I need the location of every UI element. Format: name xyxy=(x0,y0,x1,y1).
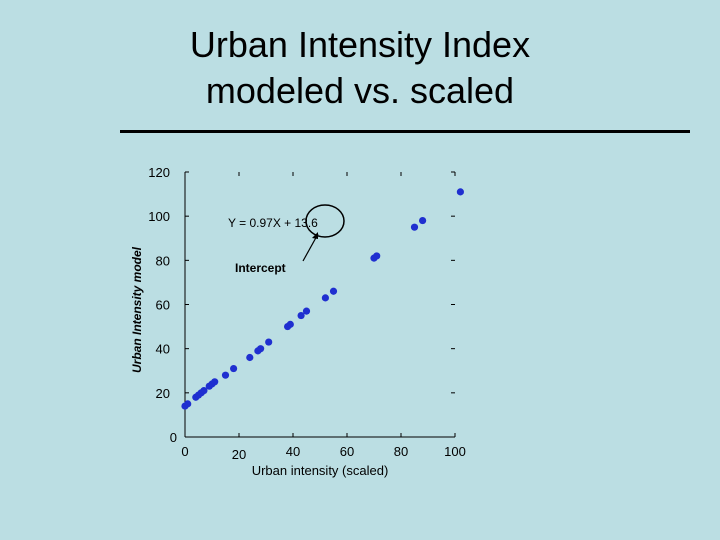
x-axis-label: Urban intensity (scaled) xyxy=(252,463,389,478)
data-point xyxy=(419,216,427,225)
chart-points xyxy=(181,188,464,410)
data-point xyxy=(329,287,338,295)
x-tick-label: 0 xyxy=(181,444,188,459)
intercept-arrowhead xyxy=(312,232,318,239)
data-point xyxy=(456,188,464,196)
x-tick-label: 40 xyxy=(286,444,300,459)
data-point xyxy=(211,378,219,386)
title-underline xyxy=(120,130,690,133)
y-tick-label: 120 xyxy=(148,165,170,180)
y-tick-label: 0 xyxy=(170,430,177,445)
data-point xyxy=(230,364,238,373)
x-tick-label: 60 xyxy=(340,444,354,459)
data-point xyxy=(265,338,273,346)
y-tick-label: 40 xyxy=(156,342,170,357)
title-line-2: modeled vs. scaled xyxy=(205,70,515,111)
y-tick-label: 60 xyxy=(156,298,170,313)
data-point xyxy=(302,307,311,315)
slide-title: Urban Intensity Index modeled vs. scaled xyxy=(0,22,720,114)
y-tick-label: 100 xyxy=(148,209,170,224)
data-point xyxy=(321,294,329,302)
x-tick-label: 80 xyxy=(394,444,408,459)
chart-axes xyxy=(184,172,455,438)
data-point xyxy=(257,345,265,353)
y-tick-label: 80 xyxy=(156,253,170,268)
data-point xyxy=(286,320,294,328)
intercept-label: Intercept xyxy=(235,261,286,275)
data-point xyxy=(373,252,381,260)
y-axis-label: Urban Intensity model xyxy=(130,246,144,373)
x-tick-label: 20 xyxy=(232,447,246,462)
y-tick-label: 20 xyxy=(156,386,170,401)
data-point xyxy=(410,223,419,231)
regression-equation: Y = 0.97X + 13.6 xyxy=(228,216,318,230)
data-point xyxy=(221,371,230,379)
title-line-1: Urban Intensity Index xyxy=(189,24,531,65)
chart-ticks: 0 20 40 60 80 100 120 0 20 40 60 80 100 xyxy=(148,165,466,462)
data-point xyxy=(184,400,192,408)
data-point xyxy=(297,311,305,320)
x-tick-label: 100 xyxy=(444,444,466,459)
data-point xyxy=(246,353,254,362)
intercept-highlight-circle xyxy=(305,204,345,238)
data-point xyxy=(200,387,208,395)
